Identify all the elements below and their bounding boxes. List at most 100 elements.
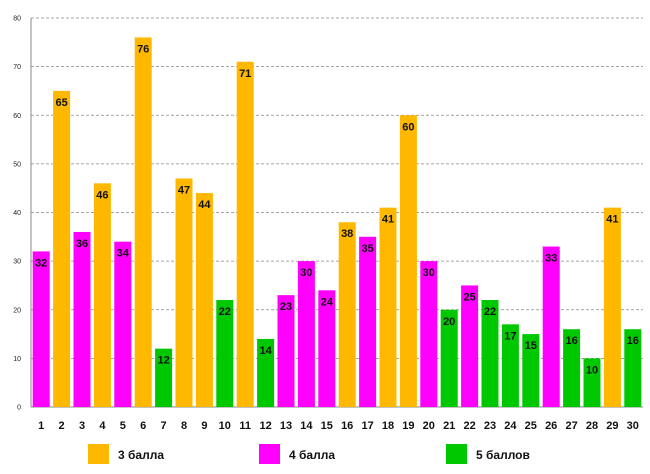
x-tick-label: 29	[606, 420, 618, 432]
x-tick-label: 7	[161, 420, 167, 432]
bar-value-label: 71	[239, 68, 251, 80]
bar-value-label: 22	[484, 306, 496, 318]
x-tick-label: 22	[463, 420, 475, 432]
x-tick-label: 9	[201, 420, 207, 432]
bar-value-label: 44	[198, 199, 211, 211]
x-tick-label: 24	[504, 420, 517, 432]
bar-value-label: 17	[504, 330, 516, 342]
x-tick-label: 14	[300, 420, 313, 432]
x-tick-label: 30	[627, 420, 639, 432]
bar-18	[379, 207, 397, 407]
legend: 3 балла 4 балла 5 баллов	[88, 444, 530, 464]
x-tick-label: 17	[361, 420, 373, 432]
bar-value-label: 10	[586, 364, 598, 376]
bar-value-label: 33	[545, 253, 557, 265]
x-tick-label: 1	[38, 420, 44, 432]
bar-value-label: 35	[361, 243, 373, 255]
bar-17	[359, 236, 377, 407]
bar-value-label: 14	[259, 345, 272, 357]
x-axis: 1 2 3 4 5 6 7 8 9 10 11 12 13 14 15 16 17 18 19 20 21 22 23 24 2…	[38, 420, 639, 432]
bar-9	[195, 193, 213, 407]
bar-21	[440, 309, 458, 407]
x-tick-label: 21	[443, 420, 455, 432]
bar-value-label: 15	[525, 340, 537, 352]
x-tick-label: 16	[341, 420, 353, 432]
y-tick-label: 80	[13, 16, 21, 23]
bar-28	[583, 358, 601, 407]
x-tick-label: 15	[321, 420, 333, 432]
legend-swatch-3	[88, 444, 109, 464]
bar-22	[461, 285, 479, 407]
x-tick-label: 28	[586, 420, 598, 432]
bar-value-label: 65	[55, 97, 67, 109]
bar-23	[481, 300, 499, 407]
bar-value-label: 20	[443, 316, 455, 328]
y-tick-label: 10	[13, 356, 21, 363]
bar-value-label: 25	[463, 291, 475, 303]
x-tick-label: 2	[59, 420, 65, 432]
bar-value-label: 24	[321, 296, 334, 308]
x-tick-label: 23	[484, 420, 496, 432]
x-tick-label: 4	[99, 420, 106, 432]
x-tick-label: 5	[120, 420, 126, 432]
x-tick-label: 18	[382, 420, 394, 432]
bar-value-label: 30	[300, 267, 312, 279]
x-tick-label: 11	[239, 420, 251, 432]
bar-value-label: 46	[96, 189, 108, 201]
grid-lines	[31, 17, 643, 359]
bar-value-label: 41	[382, 214, 394, 226]
legend-swatch-4	[259, 444, 280, 464]
x-tick-label: 10	[219, 420, 231, 432]
legend-label-3: 3 балла	[118, 448, 164, 462]
bar-value-label: 76	[137, 43, 149, 55]
bar-value-label: 32	[35, 257, 47, 269]
x-tick-label: 8	[181, 420, 187, 432]
legend-label-4: 4 балла	[289, 448, 335, 462]
bar-14	[297, 261, 315, 407]
bar-value-label: 38	[341, 228, 353, 240]
bar-value-label: 30	[423, 267, 435, 279]
x-tick-label: 26	[545, 420, 557, 432]
bar-value-label: 41	[606, 214, 618, 226]
bar-24	[501, 324, 519, 407]
bar-15	[318, 290, 336, 407]
bar-13	[277, 295, 295, 407]
x-tick-label: 20	[423, 420, 435, 432]
bar-value-label: 16	[565, 335, 577, 347]
bar-value-label: 34	[117, 248, 130, 260]
bar-4	[93, 183, 111, 407]
bar-value-label: 36	[76, 238, 88, 250]
x-tick-label: 19	[402, 420, 414, 432]
bar-8	[175, 178, 193, 407]
bar-value-label: 16	[627, 335, 639, 347]
bar-7	[155, 348, 173, 407]
bar-value-label: 12	[157, 355, 169, 367]
bar-19	[399, 115, 417, 407]
x-tick-label: 25	[525, 420, 537, 432]
bar-10	[216, 300, 234, 407]
bar-value-label: 60	[402, 121, 414, 133]
bar-5	[114, 241, 132, 407]
bar-11	[236, 61, 254, 407]
x-tick-label: 3	[79, 420, 85, 432]
y-tick-label: 30	[13, 259, 21, 266]
y-tick-label: 0	[17, 405, 21, 412]
y-axis: 0 10 20 30 40 50 60 70 80	[13, 16, 643, 412]
x-tick-label: 13	[280, 420, 292, 432]
bar-6	[134, 37, 152, 407]
bar-16	[338, 222, 356, 407]
bar-2	[53, 90, 71, 407]
bar-26	[542, 246, 560, 407]
bar-3	[73, 231, 91, 407]
bar-30	[624, 329, 642, 407]
bar-value-label: 23	[280, 301, 292, 313]
legend-label-5: 5 баллов	[476, 448, 530, 462]
bar-25	[522, 334, 540, 407]
bars: 32 65 36 46 34 76 12 47 44 22 71 14 23 30 24 38 35 41 60 30…	[32, 37, 642, 407]
bar-1	[32, 251, 50, 407]
y-tick-label: 70	[13, 64, 21, 71]
x-tick-label: 12	[259, 420, 271, 432]
bar-29	[603, 207, 621, 407]
y-tick-label: 20	[13, 307, 21, 314]
